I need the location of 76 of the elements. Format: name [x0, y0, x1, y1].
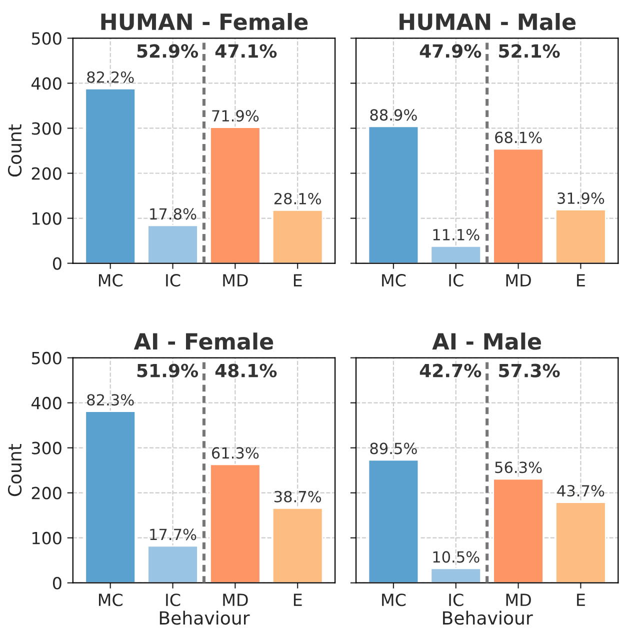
bar — [492, 148, 544, 264]
x-tick-label: IC — [449, 274, 464, 287]
y-tick-label: 400 — [31, 77, 62, 90]
annotation: 48.1% — [215, 364, 277, 378]
x-tick-label: IC — [449, 594, 464, 606]
x-tick-label: E — [577, 274, 585, 286]
annotation: 82.3% — [87, 394, 134, 406]
bar — [368, 126, 420, 264]
annotation: 38.7% — [274, 490, 322, 502]
chart-title: HUMAN - Male — [400, 13, 576, 30]
bar — [147, 545, 198, 583]
annotation: 57.3% — [499, 364, 560, 378]
y-tick-label: 100 — [32, 212, 62, 225]
x-axis-title: Behaviour — [443, 610, 533, 625]
annotation: 11.1% — [433, 228, 480, 240]
bar — [555, 502, 606, 583]
annotation: 42.7% — [420, 364, 482, 378]
annotation: 17.7% — [150, 528, 196, 540]
annotation: 52.1% — [499, 44, 560, 58]
chart-title: AI - Male — [432, 332, 541, 350]
annotation: 88.9% — [370, 109, 417, 121]
bar — [492, 478, 544, 583]
x-tick-label: IC — [166, 274, 180, 287]
bar — [430, 568, 482, 583]
x-tick-label: MC — [98, 274, 122, 287]
y-tick-label: 500 — [32, 352, 62, 364]
y-tick-label: 100 — [32, 532, 62, 544]
y-tick-label: 0 — [52, 257, 62, 270]
annotation: 43.7% — [557, 484, 604, 497]
annotation: 31.9% — [558, 192, 604, 204]
annotation: 56.3% — [495, 462, 542, 474]
y-axis-title: Count — [8, 444, 22, 496]
annotation: 82.2% — [87, 71, 134, 83]
bar — [210, 126, 261, 264]
x-axis-title: Behaviour — [160, 610, 250, 625]
x-tick-label: E — [577, 594, 585, 606]
annotation: 68.1% — [495, 132, 542, 144]
bar — [84, 88, 136, 264]
chart-title: HUMAN - Female — [101, 13, 308, 30]
annotation: 28.1% — [274, 192, 322, 204]
y-tick-label: 300 — [32, 442, 62, 454]
annotation: 71.9% — [212, 110, 259, 122]
bar — [147, 224, 198, 264]
annotation: 47.9% — [420, 44, 482, 58]
x-tick-label: MD — [223, 594, 248, 606]
x-tick-label: MC — [382, 274, 406, 287]
x-tick-label: MD — [506, 274, 531, 286]
y-tick-label: 500 — [32, 32, 62, 45]
x-tick-label: E — [294, 274, 302, 286]
annotation: 10.5% — [433, 551, 480, 563]
x-tick-label: MC — [98, 594, 122, 606]
chart-title: AI - Female — [134, 332, 274, 350]
bar — [368, 459, 420, 583]
annotation: 17.8% — [150, 208, 196, 220]
x-tick-label: MC — [382, 594, 406, 606]
bar — [555, 209, 606, 264]
y-axis-title: Count — [8, 124, 22, 177]
y-tick-label: 200 — [32, 486, 62, 500]
annotation: 89.5% — [370, 442, 417, 454]
annotation: 52.9% — [137, 44, 198, 58]
y-tick-label: 0 — [52, 576, 62, 590]
x-tick-label: MD — [506, 594, 531, 606]
x-tick-label: E — [294, 594, 302, 606]
y-tick-label: 300 — [32, 122, 62, 135]
bar — [210, 464, 261, 583]
x-tick-label: IC — [166, 594, 180, 606]
bar — [430, 245, 482, 264]
y-tick-label: 200 — [32, 167, 62, 180]
x-tick-label: MD — [223, 274, 248, 286]
y-tick-label: 400 — [31, 396, 62, 410]
annotation: 47.1% — [215, 44, 277, 58]
annotation: 61.3% — [212, 447, 259, 459]
annotation: 51.9% — [137, 364, 198, 378]
bar — [84, 410, 136, 583]
bar — [272, 209, 324, 264]
bar — [272, 507, 324, 583]
